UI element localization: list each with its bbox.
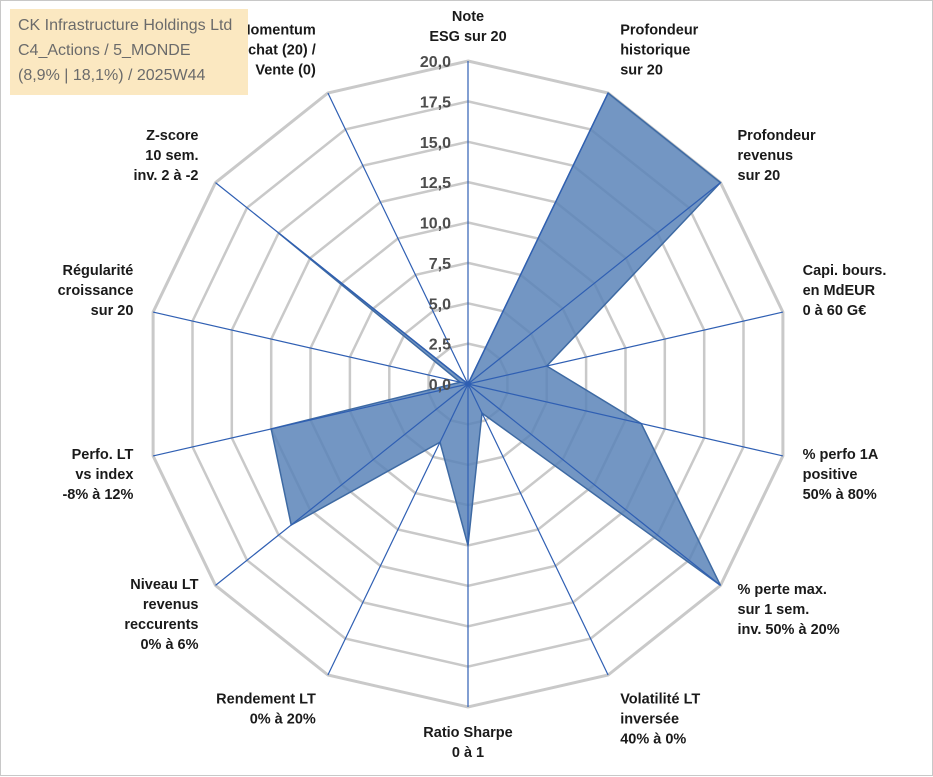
axis-spoke [467,311,784,385]
axis-label: Vente (0) [255,62,316,78]
axis-label: sur 20 [91,303,134,319]
axis-label: 40% à 0% [620,732,686,748]
axis-label: revenus [143,597,199,613]
axis-label: en MdEUR [803,283,876,299]
axis-label: inversée [620,712,679,728]
axis-label: ESG sur 20 [429,29,506,45]
axis-spoke [152,311,469,385]
tick-label: 17,5 [420,94,451,111]
axis-label: 50% à 80% [803,487,877,503]
axis-label: Capi. bours. [803,263,887,279]
axis-spoke [467,182,721,385]
axis-label: Note [452,9,484,25]
title-company: CK Infrastructure Holdings Ltd [18,17,233,34]
title-category: C4_Actions / 5_MONDE [18,42,191,59]
axis-label: Volatilité LT [620,692,700,708]
tick-label: 10,0 [420,216,451,233]
axis-label: 10 sem. [145,148,198,164]
axis-label: % perte max. [738,582,827,598]
axis-spoke [467,92,609,385]
axis-label: 0 à 60 G€ [803,303,867,319]
axis-label: Momentum [238,22,315,38]
axis-label: 0 à 1 [452,745,484,761]
axis-label: inv. 50% à 20% [738,622,840,638]
axis-label: revenus [738,148,794,164]
tick-label: 2,5 [429,337,451,354]
axis-label: Profondeur [738,128,816,144]
axis-label: sur 1 sem. [738,602,810,618]
tick-label: 15,0 [420,135,451,152]
tick-label: 20,0 [420,54,451,71]
axis-label: Ratio Sharpe [423,725,512,741]
axis-label: reccurents [124,617,198,633]
tick-label: 12,5 [420,175,451,192]
axis-spoke [467,383,721,586]
axis-label: Perfo. LT [72,447,134,463]
axis-label: croissance [58,283,134,299]
axis-label: -8% à 12% [62,487,133,503]
axis-spoke [327,383,469,676]
axis-label: 0% à 6% [140,637,198,653]
axis-spoke [467,383,609,676]
tick-label: 0,0 [429,377,451,394]
title-stats: (8,9% | 18,1%) / 2025W44 [18,67,206,84]
axis-label: Régularité [62,263,133,279]
axis-spoke [152,383,469,457]
axis-label: % perfo 1A [803,447,879,463]
axis-label: Niveau LT [130,577,198,593]
axis-label: Achat (20) / [238,42,316,58]
axis-label: inv. 2 à -2 [133,168,198,184]
axis-label: sur 20 [738,168,781,184]
axis-spoke [215,182,469,385]
tick-label: 7,5 [429,256,451,273]
axis-spoke [215,383,469,586]
chart-title-box: CK Infrastructure Holdings Ltd C4_Action… [10,9,248,95]
data-series-area [270,91,722,587]
axis-label: Z-score [146,128,198,144]
axis-label: sur 20 [620,62,663,78]
axis-label: historique [620,42,690,58]
axis-label: positive [803,467,858,483]
axis-spoke [467,383,784,457]
axis-label: Profondeur [620,22,698,38]
axis-label: 0% à 20% [250,712,316,728]
tick-label: 5,0 [429,296,451,313]
axis-spoke [327,92,469,385]
axis-label: Rendement LT [216,692,316,708]
axis-label: vs index [75,467,133,483]
